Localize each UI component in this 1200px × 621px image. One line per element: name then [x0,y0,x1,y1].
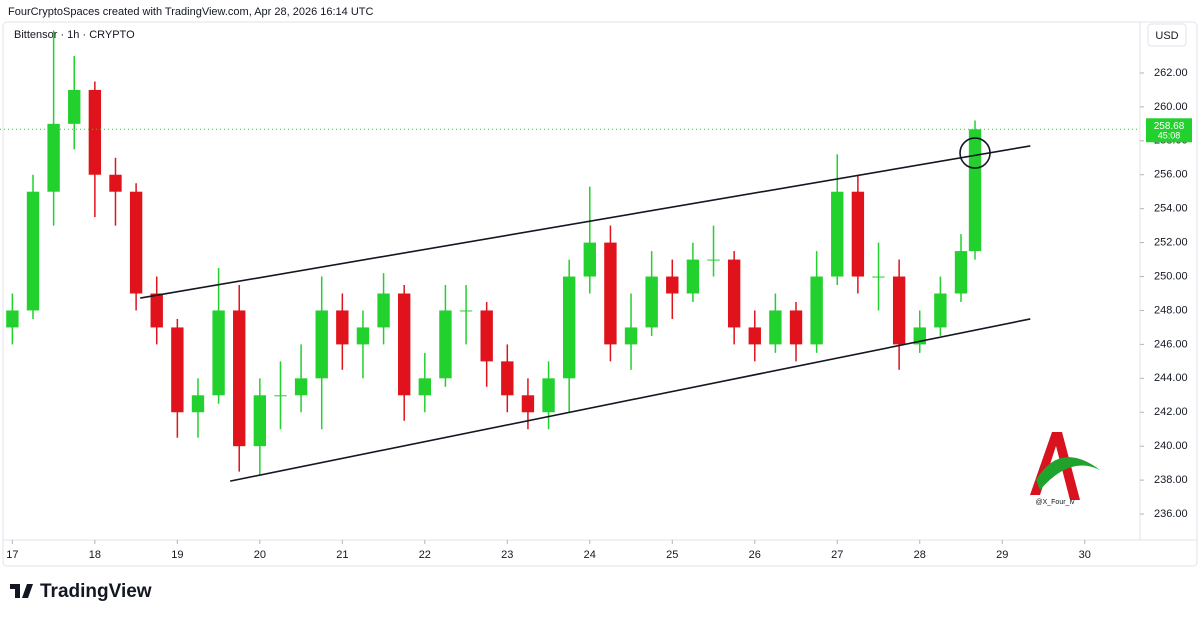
x-tick-label: 18 [89,549,101,561]
currency[interactable]: USD [1155,30,1178,42]
y-tick-label: 254.00 [1154,203,1188,215]
trendline [140,145,1031,299]
x-tick-label: 29 [996,549,1008,561]
candle-body [748,327,761,345]
y-tick-label: 250.00 [1154,270,1188,282]
candle-body [171,327,184,413]
candle-body [150,293,163,328]
candle-body [604,242,617,345]
y-tick-label: 240.00 [1154,440,1188,452]
candle-body [789,310,803,345]
candle-body [968,129,982,252]
credit: FourCryptoSpaces created with TradingVie… [8,6,373,18]
x-tick-label: 24 [584,549,596,561]
y-tick-label: 246.00 [1154,338,1188,350]
x-tick-label: 19 [171,549,183,561]
candle-body [727,259,741,328]
candle-body [872,276,885,278]
candle-body [459,310,473,312]
candle-body [356,327,370,345]
candle-body [26,191,40,311]
y-tick-label: 244.00 [1154,372,1188,384]
candle-body [892,276,906,345]
candle-body [810,276,823,345]
candle-body [6,310,19,328]
candle-body [521,395,535,413]
candle-body [686,259,700,294]
candle-body [68,89,81,124]
candle-body [769,310,782,345]
x-tick-label: 20 [254,549,266,561]
x-tick-label: 30 [1079,549,1091,561]
x-tick-label: 27 [831,549,843,561]
x-tick-label: 23 [501,549,513,561]
x-tick-label: 17 [6,549,18,561]
chart-title: Bittensor · 1h · CRYPTO [14,29,135,41]
trendline [229,318,1031,482]
candle-body [934,293,947,328]
candle-body [707,259,720,261]
candle-body [851,191,865,277]
y-tick-label: 256.00 [1154,169,1188,181]
candle-body [666,276,679,294]
plot-area [6,30,1031,482]
candle-body [191,395,205,413]
candle-body [542,378,555,413]
candle-body [47,123,60,192]
candle-body [212,310,225,396]
y-tick-label: 262.00 [1154,67,1188,79]
last-price: 258.68 [1154,121,1185,132]
last-price-box [1146,118,1192,143]
x-tick-label: 25 [666,549,678,561]
tv-logo [10,584,33,598]
candle-body [501,361,514,396]
tv-logo-text: TradingView [40,581,152,602]
watermark: @X_Four_iv [1035,499,1075,506]
y-tick-label: 238.00 [1154,474,1188,486]
candle-body [954,251,968,294]
x-tick-label: 28 [914,549,926,561]
candle-body [645,276,658,328]
candle-body [398,293,411,396]
x-tick-label: 26 [749,549,761,561]
watermark-logo [1030,432,1100,500]
candle-body [583,242,596,277]
x-tick-label: 21 [336,549,348,561]
candle-body [233,310,246,447]
candle-body [439,310,452,379]
y-tick-label: 242.00 [1154,406,1188,418]
chart-frame [2,21,1198,567]
countdown: 45:08 [1158,131,1181,141]
candle-body [274,395,287,397]
candle-body [480,310,493,362]
y-tick-label: 248.00 [1154,304,1188,316]
candle-body [109,174,122,192]
candle-body [253,395,267,447]
candle-body [624,327,638,345]
candle-body [831,191,844,277]
breakout-marker [959,137,991,169]
y-tick-label: 236.00 [1154,508,1188,520]
candle-body [129,191,143,294]
candle-body [377,293,390,328]
y-tick-label: 260.00 [1154,101,1188,113]
candle-body [294,378,308,396]
candle-body [315,310,328,379]
x-tick-label: 22 [419,549,431,561]
candle-body [336,310,349,345]
candle-body [562,276,576,379]
candle-body [418,378,432,396]
currency-box[interactable] [1147,23,1187,47]
candle-body [88,89,102,175]
y-tick-label: 252.00 [1154,237,1188,249]
